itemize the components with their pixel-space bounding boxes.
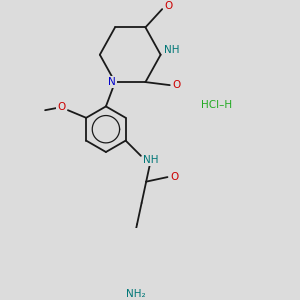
Text: NH: NH <box>164 45 179 55</box>
Text: O: O <box>57 102 65 112</box>
Text: O: O <box>170 172 178 182</box>
Text: HCl–H: HCl–H <box>201 100 232 110</box>
Text: NH₂: NH₂ <box>126 289 146 299</box>
Text: NH: NH <box>143 155 158 165</box>
Text: N: N <box>108 77 116 87</box>
Text: O: O <box>164 1 172 11</box>
Text: O: O <box>172 80 181 90</box>
